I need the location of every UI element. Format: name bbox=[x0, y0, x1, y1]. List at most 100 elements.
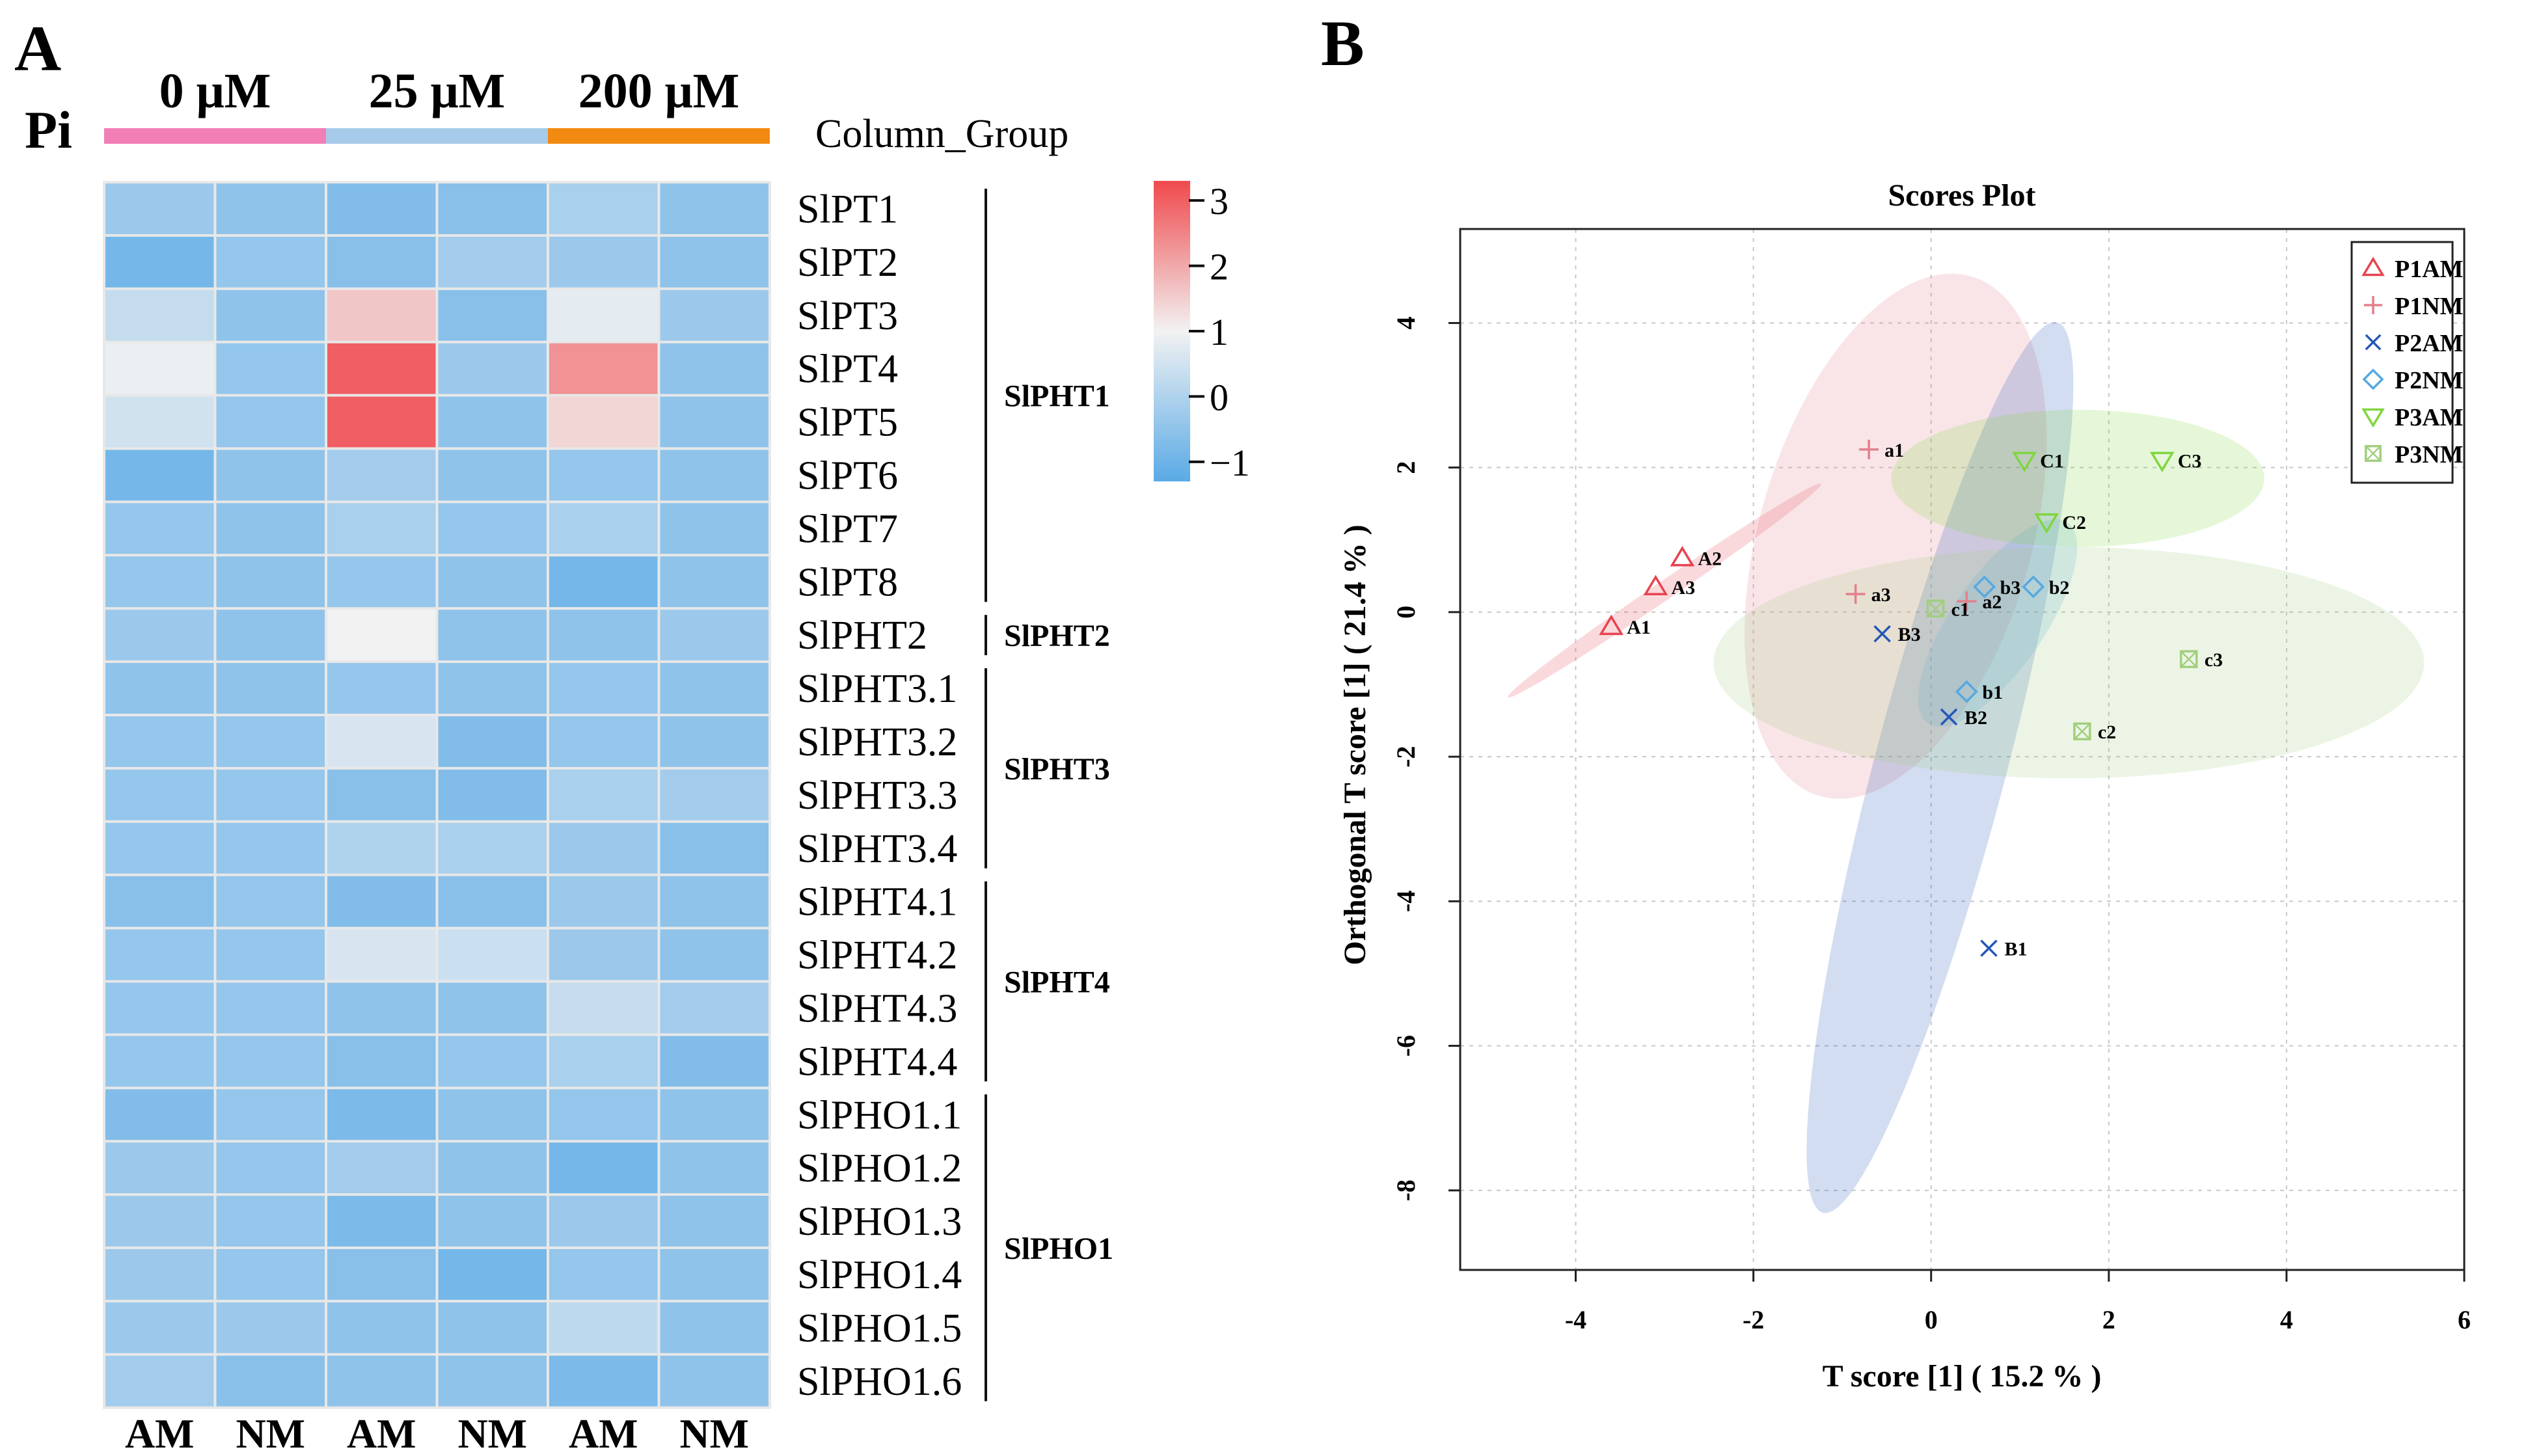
heatmap-cell bbox=[549, 929, 658, 980]
heatmap-cell bbox=[327, 716, 436, 767]
heatmap-cell bbox=[105, 290, 214, 341]
row-label: SlPHT3.2 bbox=[797, 720, 957, 764]
heatmap-cell bbox=[660, 556, 768, 608]
scores-plot-panel: B Scores Plot T score [1] ( 15.2 % ) Ort… bbox=[1321, 7, 2471, 1394]
legend-entry: P1NM bbox=[2395, 293, 2464, 320]
row-label: SlPHT3.1 bbox=[797, 667, 957, 711]
point-a1 bbox=[1859, 439, 1879, 459]
row-label: SlPHT2 bbox=[797, 613, 927, 658]
heatmap-cell bbox=[105, 663, 214, 714]
row-label: SlPHO1.5 bbox=[797, 1306, 962, 1351]
row-label: SlPT8 bbox=[797, 560, 898, 604]
heatmap-cell bbox=[438, 1142, 547, 1194]
legend-entry: P2NM bbox=[2395, 367, 2464, 394]
heatmap-cell bbox=[549, 1302, 658, 1353]
point-c3 bbox=[2149, 452, 2175, 472]
heatmap-cell bbox=[438, 982, 547, 1034]
row-label: SlPHT4.4 bbox=[797, 1040, 957, 1084]
heatmap-cell bbox=[105, 183, 214, 234]
heatmap-cell bbox=[438, 450, 547, 501]
heatmap-cell bbox=[327, 1142, 436, 1194]
heatmap-cell bbox=[549, 663, 658, 714]
heatmap-cell bbox=[216, 503, 325, 554]
column-label: NM bbox=[236, 1410, 305, 1456]
heatmap-cell bbox=[327, 822, 436, 874]
marker-shape bbox=[2361, 408, 2385, 428]
heatmap-cell bbox=[438, 1249, 547, 1300]
heatmap-cell bbox=[216, 769, 325, 820]
legend-entry: P1AM bbox=[2395, 256, 2464, 283]
row-label: SlPHT3.4 bbox=[797, 827, 957, 871]
heatmap-cell bbox=[549, 982, 658, 1034]
axis-ticks: -4 -2 0 2 4 6 4 2 0 -2 -4 -6 -8 bbox=[1391, 316, 2471, 1334]
heatmap-cell bbox=[216, 1142, 325, 1194]
heatmap-cell bbox=[438, 503, 547, 554]
heatmap-cell bbox=[438, 876, 547, 927]
heatmap-cell bbox=[660, 929, 768, 980]
marker-shape bbox=[1927, 600, 1944, 617]
heatmap-cell bbox=[105, 876, 214, 927]
heatmap-cell bbox=[660, 290, 768, 341]
heatmap-cell bbox=[216, 822, 325, 874]
point-label: C3 bbox=[2178, 451, 2202, 472]
x-tick-label: 2 bbox=[2102, 1305, 2115, 1334]
ellipse-p3nm bbox=[1713, 546, 2425, 779]
row-label: SlPT6 bbox=[797, 453, 898, 498]
column-labels: AM NM AM NM AM NM bbox=[125, 1410, 749, 1456]
y-tick-label: 0 bbox=[1391, 606, 1420, 619]
row-label: SlPHO1.6 bbox=[797, 1360, 962, 1404]
legend-marker-p1nm bbox=[2364, 296, 2382, 314]
marker-shape bbox=[2034, 513, 2059, 534]
confidence-ellipses bbox=[1508, 273, 2425, 1213]
point-label: c1 bbox=[1951, 599, 1970, 620]
point-label: C2 bbox=[2062, 512, 2086, 533]
point-label: a1 bbox=[1884, 440, 1904, 461]
heatmap-cell bbox=[216, 1196, 325, 1247]
heatmap-cell bbox=[438, 610, 547, 661]
heatmap-cell bbox=[105, 610, 214, 661]
column-group-bar bbox=[326, 128, 548, 144]
point-c2 bbox=[2034, 513, 2059, 534]
heatmap-cell bbox=[660, 663, 768, 714]
legend-entry: P3AM bbox=[2395, 404, 2464, 431]
heatmap-cell bbox=[549, 343, 658, 394]
heatmap-cell bbox=[105, 929, 214, 980]
point-label: A3 bbox=[1671, 577, 1695, 599]
panel-b-label: B bbox=[1321, 7, 1365, 79]
ellipse-p2nm bbox=[1918, 519, 2078, 727]
point-label: A1 bbox=[1627, 617, 1651, 638]
panel-a-label: A bbox=[14, 12, 61, 85]
heatmap-cell bbox=[216, 1302, 325, 1353]
point-b3 bbox=[1873, 625, 1891, 643]
heatmap-cell bbox=[438, 822, 547, 874]
plot-title: Scores Plot bbox=[1888, 178, 2035, 213]
row-label: SlPHT4.2 bbox=[797, 934, 957, 978]
heatmap-cell bbox=[105, 1196, 214, 1247]
heatmap-cell bbox=[549, 290, 658, 341]
heatmap-cell bbox=[660, 1355, 768, 1407]
heatmap-cell bbox=[327, 183, 436, 234]
column-label: NM bbox=[679, 1410, 749, 1456]
point-c1 bbox=[1926, 599, 1945, 618]
y-tick-label: -6 bbox=[1391, 1035, 1420, 1057]
heatmap-cell bbox=[327, 982, 436, 1034]
heatmap-cell bbox=[660, 982, 768, 1034]
heatmap-cell bbox=[105, 556, 214, 608]
heatmap-cell bbox=[549, 1196, 658, 1247]
heatmap-cell bbox=[549, 396, 658, 448]
row-label: SlPHT3.3 bbox=[797, 774, 957, 818]
heatmap-cell bbox=[549, 1089, 658, 1140]
heatmap-cell bbox=[327, 610, 436, 661]
heatmap-cell bbox=[549, 503, 658, 554]
point-label: B2 bbox=[1964, 707, 1987, 729]
heatmap-cell bbox=[105, 1302, 214, 1353]
heatmap-cell bbox=[105, 769, 214, 820]
marker-shape bbox=[2361, 256, 2385, 276]
heatmap-cell bbox=[216, 290, 325, 341]
heatmap-cell bbox=[438, 290, 547, 341]
heatmap-cell bbox=[327, 290, 436, 341]
heatmap-cell bbox=[216, 396, 325, 448]
pi-annotation-label: Pi bbox=[25, 100, 72, 159]
point-label: A2 bbox=[1698, 548, 1722, 570]
